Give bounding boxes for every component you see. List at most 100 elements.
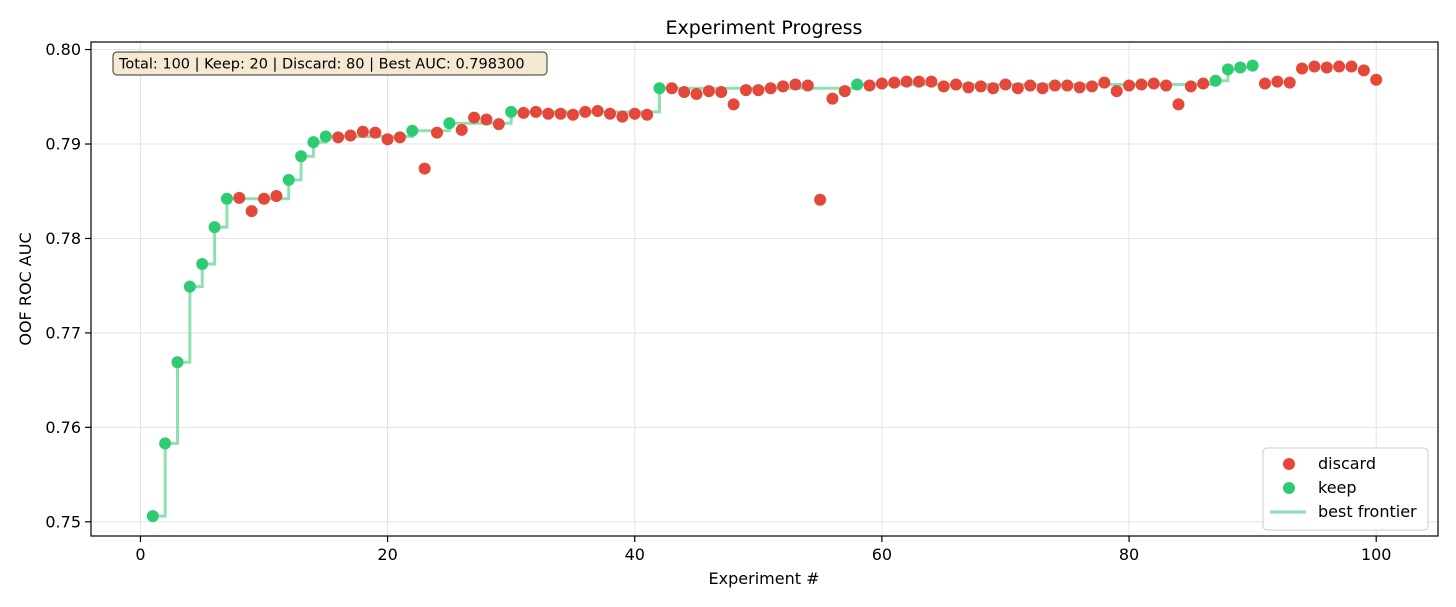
legend-discard-label: discard — [1318, 454, 1376, 473]
discard-point — [1172, 98, 1185, 111]
discard-point — [1024, 79, 1037, 92]
discard-point — [678, 86, 691, 99]
y-tick-label: 0.79 — [45, 135, 81, 154]
keep-point — [295, 150, 308, 163]
plot-frame — [90, 41, 1439, 537]
discard-point — [566, 108, 579, 121]
x-tick-label: 20 — [377, 545, 397, 564]
discard-point — [1283, 76, 1296, 89]
discard-point — [616, 110, 629, 123]
discard-point — [258, 192, 271, 205]
keep-point — [1234, 61, 1247, 74]
legend-keep-marker — [1283, 482, 1295, 494]
keep-point — [146, 510, 159, 523]
summary-box-frame — [112, 51, 548, 76]
discard-point — [702, 85, 715, 98]
discard-point — [1184, 80, 1197, 93]
legend-discard-marker — [1283, 458, 1295, 470]
discard-point — [665, 82, 678, 95]
y-tick-label: 0.78 — [45, 229, 81, 248]
discard-point — [715, 86, 728, 99]
discard-point — [233, 191, 246, 204]
discard-point — [480, 113, 493, 126]
x-tick-label: 80 — [1119, 545, 1139, 564]
keep-point — [1221, 63, 1234, 76]
legend-keep-label: keep — [1318, 478, 1357, 497]
discard-point — [950, 78, 963, 91]
discard-point — [641, 108, 654, 121]
discard-point — [1073, 81, 1086, 94]
discard-point — [1333, 60, 1346, 73]
discard-point — [999, 78, 1012, 91]
discard-point — [344, 129, 357, 142]
discard-point — [1320, 61, 1333, 74]
legend-frame — [1262, 447, 1429, 531]
discard-point — [1296, 62, 1309, 75]
y-tick-label: 0.76 — [45, 418, 81, 437]
x-axis-ticks: 0 20 40 60 80 100 — [135, 536, 1391, 564]
discard-points — [233, 60, 1383, 218]
discard-point — [1160, 79, 1173, 92]
keep-point — [220, 192, 233, 205]
discard-point — [1123, 79, 1136, 92]
discard-point — [332, 131, 345, 144]
discard-point — [517, 106, 530, 119]
y-tick-label: 0.75 — [45, 512, 81, 531]
discard-point — [1135, 78, 1148, 91]
discard-point — [418, 162, 431, 175]
summary-box: Total: 100 | Keep: 20 | Discard: 80 | Be… — [112, 51, 548, 76]
discard-point — [1258, 77, 1271, 90]
discard-point — [1345, 60, 1358, 73]
discard-point — [1098, 76, 1111, 89]
discard-point — [356, 125, 369, 138]
discard-point — [492, 118, 505, 131]
discard-point — [1197, 77, 1210, 90]
keep-point — [319, 130, 332, 143]
discard-point — [393, 131, 406, 144]
keep-point — [653, 82, 666, 95]
discard-point — [604, 107, 617, 120]
discard-point — [863, 79, 876, 92]
discard-point — [591, 104, 604, 117]
discard-point — [1271, 75, 1284, 88]
keep-point — [208, 221, 221, 234]
summary-box-text: Total: 100 | Keep: 20 | Discard: 80 | Be… — [118, 57, 525, 73]
discard-point — [270, 189, 283, 202]
discard-point — [875, 77, 888, 90]
discard-point — [245, 205, 258, 218]
discard-point — [974, 80, 987, 93]
discard-point — [690, 87, 703, 100]
keep-point — [505, 105, 518, 118]
discard-point — [1085, 80, 1098, 93]
discard-point — [579, 105, 592, 118]
discard-point — [1110, 85, 1123, 98]
discard-point — [1357, 64, 1370, 77]
discard-point — [1011, 82, 1024, 95]
legend-frontier-label: best frontier — [1318, 502, 1417, 521]
discard-point — [542, 107, 555, 120]
discard-point — [801, 79, 814, 92]
x-axis-label: Experiment # — [709, 569, 820, 588]
discard-point — [826, 92, 839, 105]
discard-point — [1061, 79, 1074, 92]
keep-point — [443, 117, 456, 130]
discard-point — [1048, 79, 1061, 92]
discard-point — [925, 75, 938, 88]
x-tick-label: 0 — [135, 545, 145, 564]
discard-point — [1370, 73, 1383, 86]
keep-point — [183, 280, 196, 293]
y-axis-ticks: 0.75 0.76 0.77 0.78 0.79 0.80 — [45, 40, 91, 531]
keep-point — [159, 437, 172, 450]
discard-point — [900, 75, 913, 88]
discard-point — [739, 84, 752, 97]
discard-point — [1308, 60, 1321, 73]
discard-point — [912, 75, 925, 88]
discard-point — [888, 76, 901, 89]
discard-point — [814, 193, 827, 206]
keep-point — [307, 136, 320, 149]
keep-point — [851, 78, 864, 91]
chart-title: Experiment Progress — [666, 17, 863, 39]
discard-point — [431, 126, 444, 139]
